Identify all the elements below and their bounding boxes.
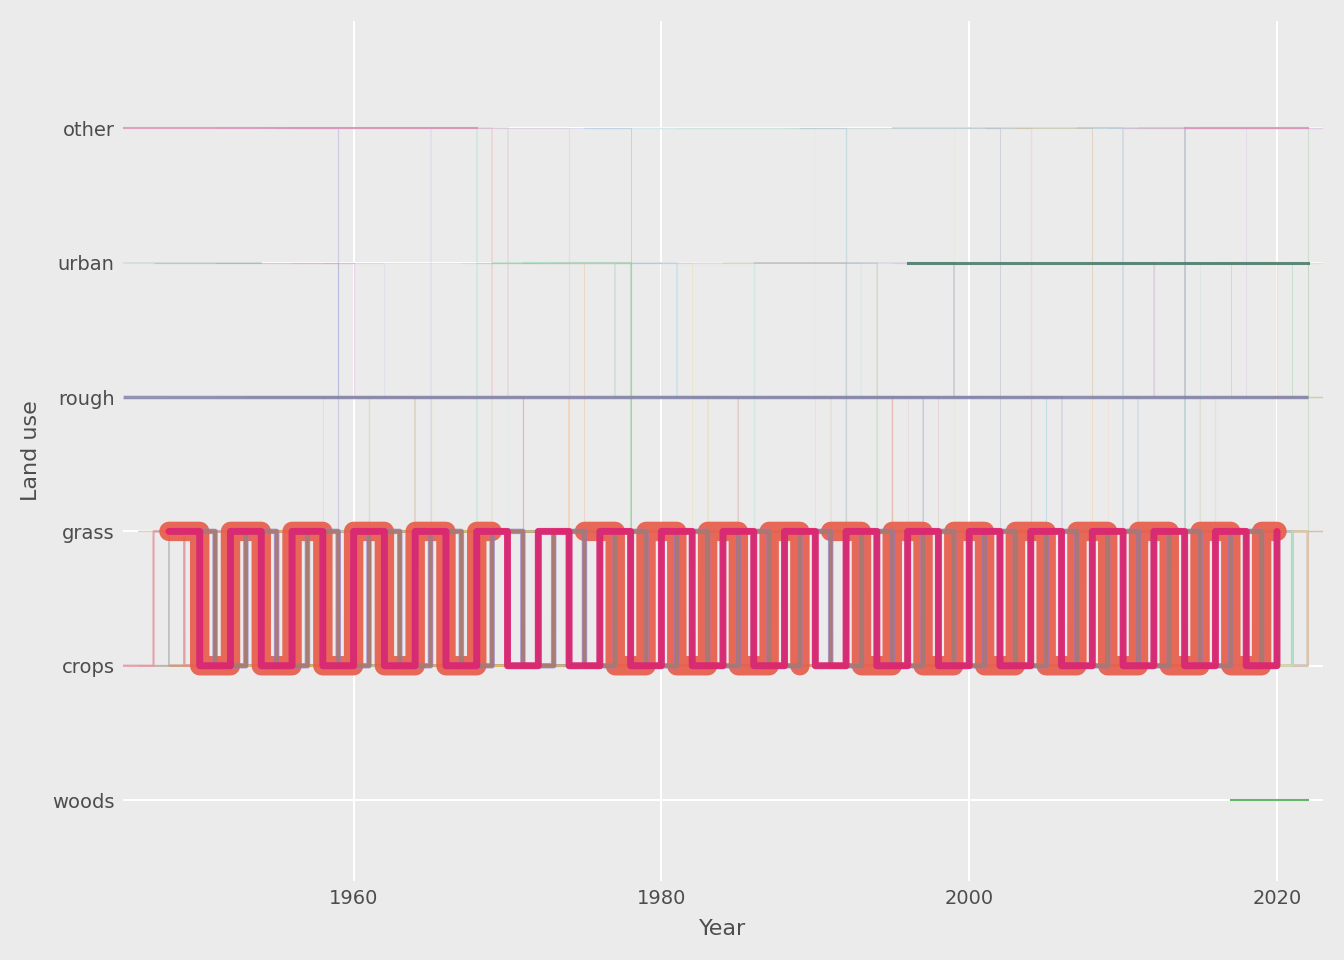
X-axis label: Year: Year bbox=[699, 919, 747, 939]
Y-axis label: Land use: Land use bbox=[22, 400, 40, 501]
